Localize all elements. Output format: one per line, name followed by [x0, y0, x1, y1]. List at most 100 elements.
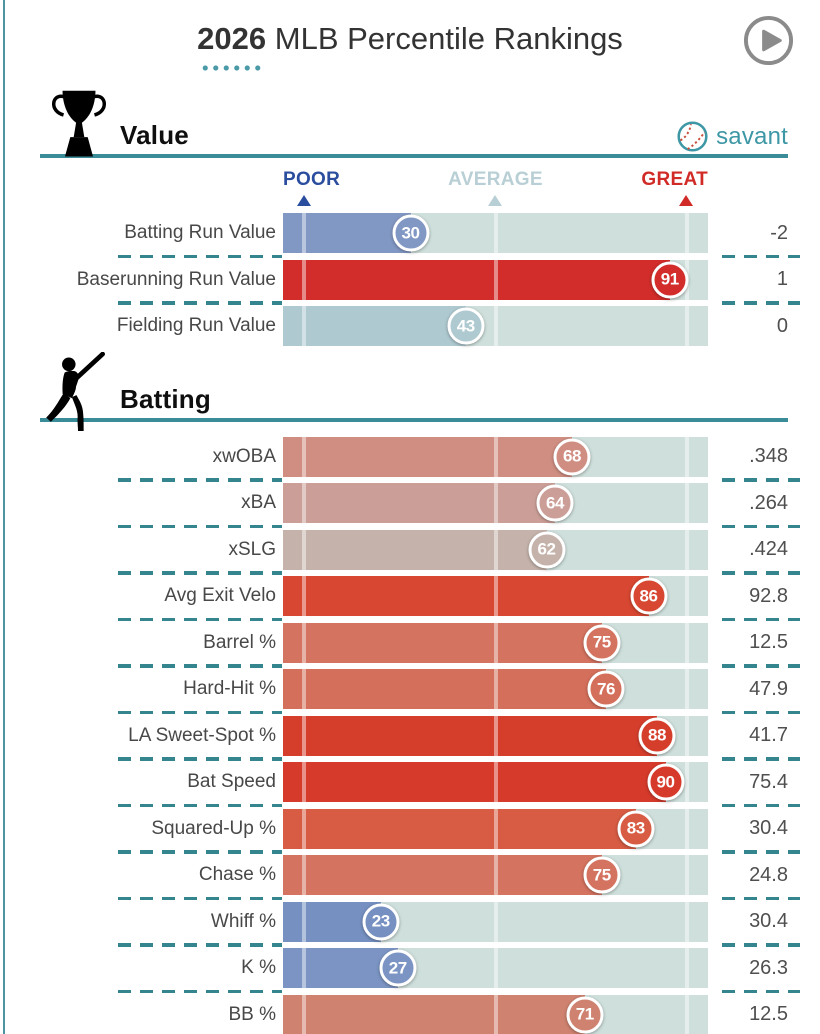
metric-label: Baserunning Run Value [76, 268, 276, 290]
tick-50th-percentile [493, 901, 498, 942]
percentile-bubble[interactable]: 71 [566, 996, 604, 1034]
percentile-bar [283, 622, 602, 663]
tick-95th-percentile [684, 306, 689, 347]
metric-value: 24.8 [749, 863, 788, 886]
metric-row: Baserunning Run Value 91 1 [0, 257, 820, 304]
left-edge-accent [3, 0, 5, 1034]
separator-left-dashes [118, 710, 282, 715]
percentile-bar [283, 762, 666, 803]
separator-left-dashes [118, 850, 282, 854]
tick-50th-percentile [493, 259, 498, 300]
percentile-bubble[interactable]: 75 [583, 624, 621, 662]
metric-row: Bat Speed 90 75.4 [0, 759, 820, 806]
metric-label: xBA [241, 492, 276, 514]
percentile-track: 88 [283, 715, 708, 756]
section-rule [40, 154, 788, 158]
percentile-bar [283, 529, 547, 570]
section-title-batting: Batting [120, 383, 211, 414]
metric-row: Barrel % 75 12.5 [0, 620, 820, 667]
tick-5th-percentile [302, 669, 307, 710]
percentile-track: 43 [283, 306, 708, 347]
percentile-bubble[interactable]: 68 [553, 438, 591, 476]
tick-5th-percentile [302, 306, 307, 347]
percentile-track: 30 [283, 213, 708, 254]
percentile-bar [283, 306, 466, 347]
separator-left-dashes [118, 757, 282, 761]
percentile-bubble[interactable]: 75 [583, 856, 621, 894]
percentile-bubble[interactable]: 90 [647, 763, 684, 801]
separator-left-dashes [118, 943, 282, 947]
percentile-legend: POOR AVERAGE GREAT [283, 158, 708, 210]
metric-value: 12.5 [749, 631, 788, 654]
percentile-bubble[interactable]: 91 [651, 261, 689, 299]
percentile-bubble[interactable]: 64 [536, 484, 574, 522]
percentile-bubble[interactable]: 43 [447, 307, 485, 345]
play-icon [743, 15, 794, 66]
metric-row: xwOBA 68 .348 [0, 434, 820, 481]
separator-right-dashes [722, 989, 800, 994]
percentile-bubble[interactable]: 86 [630, 577, 667, 615]
metric-value: -2 [770, 221, 788, 244]
tick-5th-percentile [302, 948, 307, 989]
percentile-bubble[interactable]: 76 [587, 670, 625, 708]
tick-95th-percentile [684, 576, 689, 617]
percentile-bar [283, 994, 585, 1034]
percentile-track: 86 [283, 576, 708, 617]
tick-95th-percentile [684, 529, 689, 570]
tick-95th-percentile [684, 622, 689, 663]
percentile-track: 64 [283, 483, 708, 524]
batting-rows: xwOBA 68 .348 xBA 64 .264 xSLG [0, 434, 820, 1034]
legend-great-label: GREAT [641, 169, 708, 190]
tick-5th-percentile [302, 213, 307, 254]
percentile-bar [283, 483, 555, 524]
separator-left-dashes [118, 301, 282, 305]
percentile-bubble[interactable]: 30 [392, 214, 429, 252]
tick-95th-percentile [684, 994, 689, 1034]
separator-left-dashes [118, 478, 282, 482]
metric-label: xwOBA [212, 445, 276, 467]
metric-row: Batting Run Value 30 -2 [0, 210, 820, 257]
percentile-bubble[interactable]: 23 [362, 903, 400, 941]
metric-row: xBA 64 .264 [0, 480, 820, 527]
legend-poor-label: POOR [283, 169, 341, 190]
tick-95th-percentile [684, 855, 689, 896]
percentile-bar [283, 213, 411, 254]
metric-row: Fielding Run Value 43 0 [0, 303, 820, 350]
percentile-bubble[interactable]: 88 [638, 717, 676, 755]
percentile-bubble[interactable]: 27 [379, 949, 417, 987]
metric-label: Chase % [198, 864, 276, 886]
trophy-icon [52, 90, 106, 157]
metric-label: K % [241, 957, 276, 979]
separator-right-dashes [722, 524, 800, 529]
metric-value: .264 [749, 491, 788, 514]
metric-row: BB % 71 12.5 [0, 992, 820, 1034]
tick-5th-percentile [302, 994, 307, 1034]
percentile-bar [283, 259, 670, 300]
tick-50th-percentile [493, 855, 498, 896]
metric-label: Hard-Hit % [183, 678, 276, 700]
value-rows: Batting Run Value 30 -2 Baserunning Run … [0, 210, 820, 350]
separator-right-dashes [722, 478, 800, 482]
percentile-bar [283, 436, 572, 477]
percentile-bubble[interactable]: 83 [617, 810, 655, 848]
tick-5th-percentile [302, 436, 307, 477]
percentile-track: 83 [283, 808, 708, 849]
separator-left-dashes [118, 803, 282, 808]
savant-logo[interactable]: savant [676, 120, 788, 153]
separator-left-dashes [118, 571, 282, 575]
separator-right-dashes [722, 254, 800, 259]
tick-95th-percentile [684, 669, 689, 710]
percentile-bubble[interactable]: 62 [528, 531, 565, 569]
average-marker-triangle [488, 195, 502, 206]
metric-label: Avg Exit Velo [164, 585, 276, 607]
metric-label: Batting Run Value [124, 222, 276, 244]
percentile-bar [283, 808, 636, 849]
percentile-track: 62 [283, 529, 708, 570]
separator-left-dashes [118, 664, 282, 668]
metric-row: Hard-Hit % 76 47.9 [0, 666, 820, 713]
metric-label: Squared-Up % [151, 817, 276, 839]
play-button[interactable] [743, 15, 794, 66]
tick-5th-percentile [302, 808, 307, 849]
tick-50th-percentile [493, 762, 498, 803]
percentile-track: 68 [283, 436, 708, 477]
